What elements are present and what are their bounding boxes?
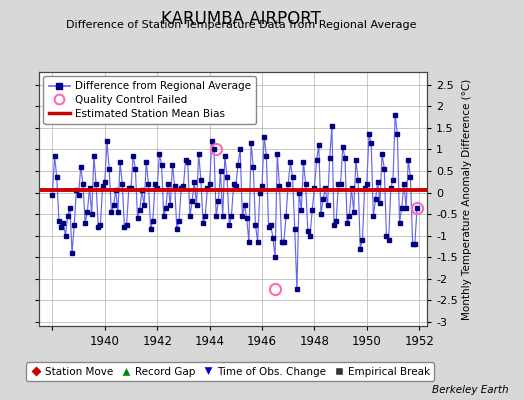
Text: KARUMBA AIRPORT: KARUMBA AIRPORT [161, 10, 321, 28]
Text: Berkeley Earth: Berkeley Earth [432, 385, 508, 395]
Legend: Station Move, Record Gap, Time of Obs. Change, Empirical Break: Station Move, Record Gap, Time of Obs. C… [26, 362, 434, 381]
Legend: Difference from Regional Average, Quality Control Failed, Estimated Station Mean: Difference from Regional Average, Qualit… [43, 76, 256, 124]
Y-axis label: Monthly Temperature Anomaly Difference (°C): Monthly Temperature Anomaly Difference (… [462, 78, 472, 320]
Text: Difference of Station Temperature Data from Regional Average: Difference of Station Temperature Data f… [66, 20, 416, 30]
